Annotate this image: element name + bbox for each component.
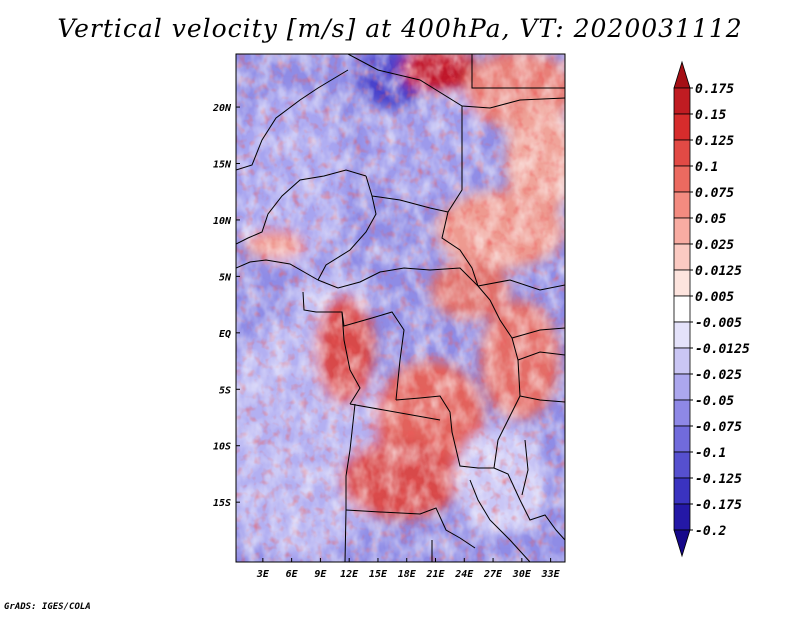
map-title: Vertical velocity [m/s] at 400hPa, VT: 2… xyxy=(57,14,743,43)
colorbar-label: -0.005 xyxy=(695,316,742,331)
lon-label: 27E xyxy=(483,569,503,580)
colorbar-label: 0.1 xyxy=(695,160,718,175)
lat-label: 10N xyxy=(213,216,232,227)
colorbar-swatch xyxy=(673,269,691,297)
colorbar: 0.175 0.15 0.125 0.1 0.075 0.05 0.025 0.0125 0.0… xyxy=(673,60,750,558)
colorbar-swatch xyxy=(673,425,691,453)
colorbar-swatch xyxy=(673,399,691,427)
colorbar-swatch xyxy=(673,191,691,219)
lon-label: 6E xyxy=(286,569,299,580)
lat-label: 20N xyxy=(212,103,232,114)
colorbar-label: -0.125 xyxy=(695,472,742,487)
colorbar-swatch xyxy=(673,477,691,505)
colorbar-swatch xyxy=(673,373,691,401)
lat-label: 15S xyxy=(213,498,231,509)
colorbar-swatch xyxy=(673,321,691,349)
colorbar-label: 0.0125 xyxy=(695,264,742,279)
colorbar-swatch xyxy=(673,113,691,141)
lat-label: 5S xyxy=(219,385,231,396)
lon-label: 3E xyxy=(256,569,270,580)
colorbar-label: 0.125 xyxy=(695,134,734,149)
lon-label: 30E xyxy=(512,569,532,580)
colorbar-label: 0.15 xyxy=(695,108,726,123)
colorbar-label: 0.175 xyxy=(695,82,734,97)
map-frame xyxy=(235,53,566,563)
colorbar-swatch xyxy=(673,165,691,193)
vertical-velocity-field xyxy=(236,54,565,562)
lon-label: 9E xyxy=(314,569,327,580)
country-boundaries xyxy=(236,54,565,562)
grads-credit: GrADS: IGES/COLA xyxy=(4,602,91,612)
colorbar-label: -0.1 xyxy=(695,446,726,461)
colorbar-swatch xyxy=(673,295,691,323)
colorbar-label: -0.2 xyxy=(695,524,726,539)
lon-label: 12E xyxy=(340,569,359,580)
lat-label: 5N xyxy=(219,272,232,283)
colorbar-swatch xyxy=(673,243,691,271)
lon-label: 18E xyxy=(398,569,417,580)
colorbar-swatch xyxy=(673,347,691,375)
lon-label: 24E xyxy=(454,569,474,580)
longitude-axis: 3E 6E 9E 12E 15E 18E 21E 24E 27E 30E 33E xyxy=(256,558,561,580)
colorbar-label: -0.0125 xyxy=(695,342,750,357)
lat-label: 15N xyxy=(213,160,232,171)
latitude-axis: 20N 15N 10N 5N EQ 5S 10S 15S xyxy=(212,103,240,509)
colorbar-label: 0.025 xyxy=(695,238,734,253)
colorbar-label: 0.05 xyxy=(695,212,726,227)
colorbar-label: -0.175 xyxy=(695,498,742,513)
colorbar-label: -0.075 xyxy=(695,420,742,435)
colorbar-swatch xyxy=(673,60,691,89)
lon-label: 15E xyxy=(369,569,388,580)
colorbar-swatch xyxy=(673,451,691,479)
lon-label: 21E xyxy=(425,569,445,580)
colorbar-swatch xyxy=(673,529,691,558)
colorbar-label: -0.05 xyxy=(695,394,734,409)
colorbar-swatch xyxy=(673,139,691,167)
colorbar-label: 0.005 xyxy=(695,290,734,305)
colorbar-label: 0.075 xyxy=(695,186,734,201)
colorbar-swatch xyxy=(673,87,691,115)
lon-label: 33E xyxy=(541,569,561,580)
lat-label: EQ xyxy=(219,329,231,340)
lat-label: 10S xyxy=(213,442,231,453)
colorbar-swatch xyxy=(673,217,691,245)
colorbar-label: -0.025 xyxy=(695,368,742,383)
colorbar-swatch xyxy=(673,503,691,531)
